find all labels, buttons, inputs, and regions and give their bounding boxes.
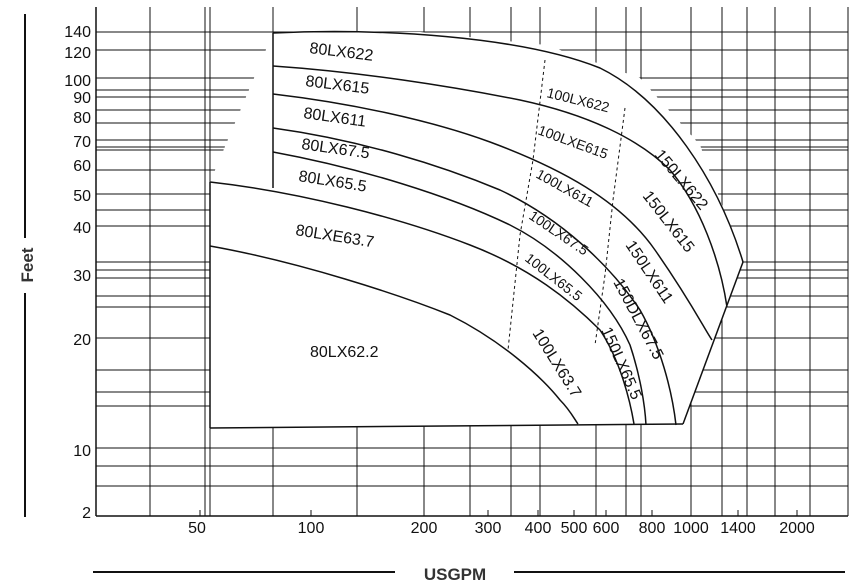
x-tick-label: 1000 [673,520,709,537]
x-axis-title: USGPM [424,565,486,584]
curve-80lxe63 [209,181,635,425]
coverage-fill [210,32,743,428]
x-tick-label: 500 [561,520,588,537]
y-axis-title: Feet [18,247,37,282]
boundary-bottom [209,423,684,429]
curve-80lx62 [209,245,579,425]
y-tick-labels: 140 120 100 90 80 70 60 50 40 30 20 10 2 [64,24,91,522]
plot-frame [95,7,849,517]
x-tick-label: 300 [475,520,502,537]
curve-80lx65 [272,151,647,426]
y-tick-label: 80 [73,110,91,127]
y-tick-label: 2 [82,505,91,522]
boundary-right [682,261,744,425]
curve-80lx615 [272,65,728,308]
x-tick-label: 50 [188,520,206,537]
x-tick-labels: 50 100 200 300 400 500 600 800 1000 1400… [188,520,815,537]
x-tick-label: 200 [411,520,438,537]
y-tick-label: 50 [73,188,91,205]
curve-80lx67 [272,127,677,426]
dashed-split-100 [507,59,546,351]
y-tick-label: 140 [64,24,91,41]
y-tick-label: 10 [73,443,91,460]
y-tick-label: 40 [73,220,91,237]
curve-label: 80LX62.2 [310,344,379,361]
y-tick-label: 90 [73,90,91,107]
x-tick-label: 800 [639,520,666,537]
x-tick-label: 2000 [779,520,815,537]
curve-80lx611 [272,93,713,341]
x-tick-label: 100 [298,520,325,537]
y-tick-label: 100 [64,73,91,90]
y-tick-label: 120 [64,45,91,62]
x-tick-label: 400 [525,520,552,537]
x-tick-label: 600 [593,520,620,537]
y-tick-label: 30 [73,268,91,285]
y-tick-label: 70 [73,134,91,151]
x-tick-label: 1400 [720,520,756,537]
y-tick-label: 60 [73,158,91,175]
curve-top [272,30,744,263]
axis-title-rules [24,14,845,573]
curves [209,30,744,429]
y-tick-label: 20 [73,332,91,349]
